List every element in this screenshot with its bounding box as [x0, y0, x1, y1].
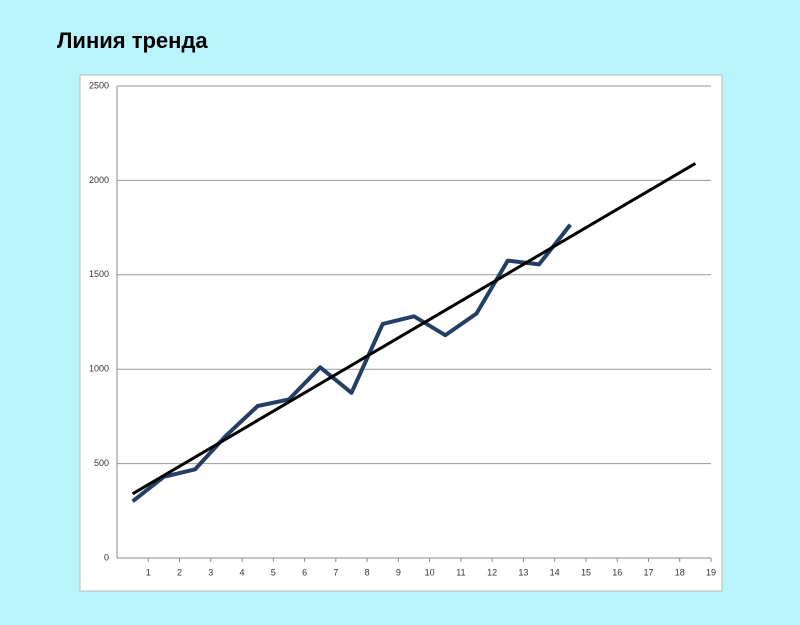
x-tick-label: 10	[425, 567, 435, 577]
plot-frame	[79, 74, 723, 592]
x-tick-label: 9	[396, 567, 401, 577]
x-tick-label: 7	[333, 567, 338, 577]
x-tick-label: 11	[456, 567, 465, 577]
x-tick-label: 19	[706, 567, 716, 577]
y-tick-label: 2500	[89, 80, 109, 90]
x-tick-label: 2	[177, 567, 182, 577]
x-tick-label: 13	[518, 567, 528, 577]
x-tick-label: 15	[581, 567, 591, 577]
y-tick-label: 1500	[89, 269, 109, 279]
x-tick-label: 4	[240, 567, 245, 577]
x-tick-label: 16	[612, 567, 622, 577]
x-tick-label: 12	[487, 567, 497, 577]
x-tick-label: 5	[271, 567, 276, 577]
y-tick-label: 0	[104, 552, 109, 562]
x-tick-label: 18	[675, 567, 685, 577]
x-tick-label: 3	[208, 567, 213, 577]
x-tick-label: 17	[643, 567, 653, 577]
series-line	[131, 162, 697, 496]
x-tick-label: 6	[302, 567, 307, 577]
x-tick-label: 1	[146, 567, 151, 577]
x-tick-label: 8	[365, 567, 370, 577]
chart-title: Линия тренда	[57, 28, 208, 53]
y-tick-label: 1000	[89, 364, 109, 374]
y-tick-label: 2000	[89, 175, 109, 185]
x-tick-label: 14	[550, 567, 560, 577]
y-tick-label: 500	[94, 458, 109, 468]
